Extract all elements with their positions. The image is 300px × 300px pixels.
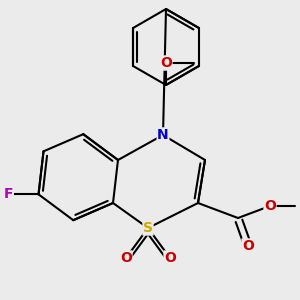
Text: N: N xyxy=(157,128,169,142)
Text: O: O xyxy=(120,251,132,265)
Text: O: O xyxy=(242,239,254,253)
Text: S: S xyxy=(143,221,153,235)
Text: O: O xyxy=(264,199,276,213)
Text: O: O xyxy=(160,56,172,70)
Text: F: F xyxy=(4,187,13,201)
Text: O: O xyxy=(164,251,176,265)
